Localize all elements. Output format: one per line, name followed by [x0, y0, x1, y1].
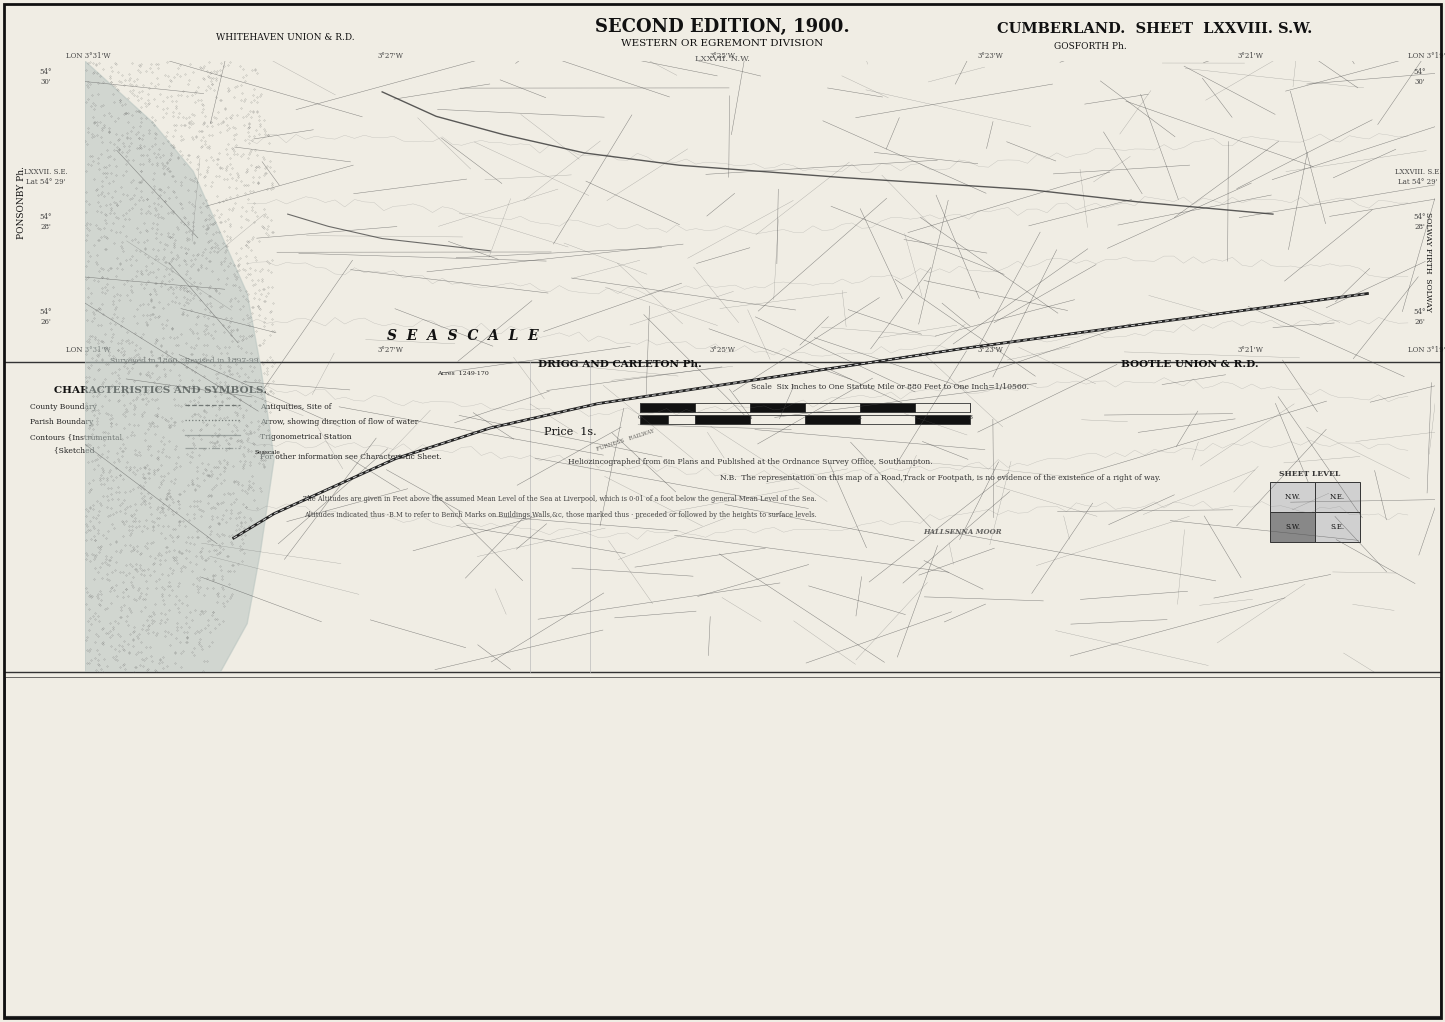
Text: PONSONBY Ph.: PONSONBY Ph. — [17, 166, 26, 238]
Text: FURNESS   RAILWAY: FURNESS RAILWAY — [595, 428, 655, 452]
Bar — [640, 415, 668, 424]
Text: LXXVIII. S.E.
Lat 54° 29': LXXVIII. S.E. Lat 54° 29' — [1394, 169, 1441, 186]
Polygon shape — [85, 61, 275, 672]
Text: N.B.  The representation on this map of a Road,Track or Footpath, is no evidence: N.B. The representation on this map of a… — [720, 474, 1160, 482]
Text: LON 3°19'W: LON 3°19'W — [1407, 52, 1445, 60]
Text: S.W.: S.W. — [1285, 523, 1300, 531]
Text: 3°23'W: 3°23'W — [977, 52, 1003, 60]
Text: 54°
26': 54° 26' — [40, 309, 52, 326]
Text: N.W.: N.W. — [1285, 493, 1300, 501]
Bar — [860, 403, 915, 412]
Text: Seascale: Seascale — [254, 450, 280, 455]
Bar — [1315, 512, 1360, 542]
Text: BOOTLE UNION & R.D.: BOOTLE UNION & R.D. — [1121, 360, 1259, 369]
Text: DRIGG AND CARLETON Ph.: DRIGG AND CARLETON Ph. — [538, 360, 702, 369]
Bar — [805, 403, 860, 412]
Text: 3°25'W: 3°25'W — [709, 52, 736, 60]
Bar — [750, 403, 805, 412]
Bar — [860, 415, 915, 424]
Text: 54°
30': 54° 30' — [1413, 68, 1426, 86]
Text: 54°
28': 54° 28' — [40, 214, 52, 231]
Text: Scale  Six Inches to One Statute Mile or 880 Feet to One Inch=1/10560.: Scale Six Inches to One Statute Mile or … — [751, 383, 1029, 391]
Text: 3°21'W: 3°21'W — [1237, 52, 1263, 60]
Text: CHARACTERISTICS AND SYMBOLS.: CHARACTERISTICS AND SYMBOLS. — [53, 385, 266, 394]
Text: For other information see Characteristic Sheet.: For other information see Characteristic… — [260, 453, 442, 461]
Text: 0: 0 — [639, 415, 642, 419]
Text: WESTERN OR EGREMONT DIVISION: WESTERN OR EGREMONT DIVISION — [621, 39, 824, 47]
Bar — [640, 403, 695, 412]
Text: 3°27'W: 3°27'W — [377, 52, 403, 60]
Text: LON 3°31'W: LON 3°31'W — [65, 346, 110, 354]
Text: 54°
28': 54° 28' — [1413, 214, 1426, 231]
Text: LXXVII. S.E.
Lat 54° 29': LXXVII. S.E. Lat 54° 29' — [25, 169, 68, 186]
Text: S.E.: S.E. — [1331, 523, 1344, 531]
Bar — [915, 415, 970, 424]
Text: Arrow, showing direction of flow of water: Arrow, showing direction of flow of wate… — [260, 418, 418, 426]
Text: LON 3°31'W: LON 3°31'W — [65, 52, 110, 60]
Text: 54°
30': 54° 30' — [40, 68, 52, 86]
Text: 3°23'W: 3°23'W — [977, 346, 1003, 354]
Text: Surveyed in 1860.  Revised in 1897-99.: Surveyed in 1860. Revised in 1897-99. — [110, 357, 262, 365]
Bar — [915, 403, 970, 412]
Bar — [4, 677, 1441, 1017]
Text: SHEET LEVEL: SHEET LEVEL — [1279, 470, 1341, 478]
Text: S  E  A  S  C  A  L  E: S E A S C A L E — [387, 329, 539, 343]
Text: 3°25'W: 3°25'W — [709, 346, 736, 354]
Bar — [805, 415, 860, 424]
Text: The Altitudes are given in Feet above the assumed Mean Level of the Sea at Liver: The Altitudes are given in Feet above th… — [303, 495, 816, 503]
Bar — [695, 403, 750, 412]
Text: 54°
26': 54° 26' — [1413, 309, 1426, 326]
Text: SECOND EDITION, 1900.: SECOND EDITION, 1900. — [595, 18, 850, 36]
Text: 3: 3 — [968, 415, 972, 419]
Text: SOLWAY FIRTH  SOLWAY: SOLWAY FIRTH SOLWAY — [1423, 213, 1432, 312]
Text: WHITEHAVEN UNION & R.D.: WHITEHAVEN UNION & R.D. — [215, 33, 354, 42]
Bar — [668, 415, 695, 424]
Text: Antiquities, Site of: Antiquities, Site of — [260, 403, 331, 411]
Text: 1: 1 — [749, 415, 751, 419]
Text: Parish Boundary: Parish Boundary — [30, 418, 94, 426]
Text: GOSFORTH Ph.: GOSFORTH Ph. — [1053, 42, 1126, 50]
Bar — [750, 415, 805, 424]
Text: {Sketched: {Sketched — [30, 446, 94, 454]
Text: 2: 2 — [858, 415, 863, 419]
Text: Trigonometrical Station: Trigonometrical Station — [260, 433, 351, 442]
Text: Contours {Instrumental: Contours {Instrumental — [30, 433, 121, 442]
Text: LXXVII. N.W.: LXXVII. N.W. — [695, 55, 750, 63]
Text: Price  1s.: Price 1s. — [543, 427, 597, 437]
Text: County Boundary: County Boundary — [30, 403, 97, 411]
Bar — [1315, 482, 1360, 512]
Bar — [1270, 512, 1315, 542]
Bar — [695, 415, 750, 424]
Text: Heliozincographed from 6in Plans and Published at the Ordnance Survey Office, So: Heliozincographed from 6in Plans and Pub… — [568, 458, 932, 466]
Text: N.E.: N.E. — [1329, 493, 1345, 501]
Text: HALLSENNA MOOR: HALLSENNA MOOR — [923, 528, 1001, 536]
Bar — [1270, 482, 1315, 512]
Text: 3°21'W: 3°21'W — [1237, 346, 1263, 354]
Text: Acres  1249·170: Acres 1249·170 — [438, 371, 488, 375]
Text: Altitudes indicated thus ·B.M to refer to Bench Marks on Buildings,Walls,&c, tho: Altitudes indicated thus ·B.M to refer t… — [303, 511, 816, 519]
Text: 3°27'W: 3°27'W — [377, 346, 403, 354]
Text: CUMBERLAND.  SHEET  LXXVIII. S.W.: CUMBERLAND. SHEET LXXVIII. S.W. — [997, 22, 1312, 36]
Text: LON 3°19'W: LON 3°19'W — [1407, 346, 1445, 354]
